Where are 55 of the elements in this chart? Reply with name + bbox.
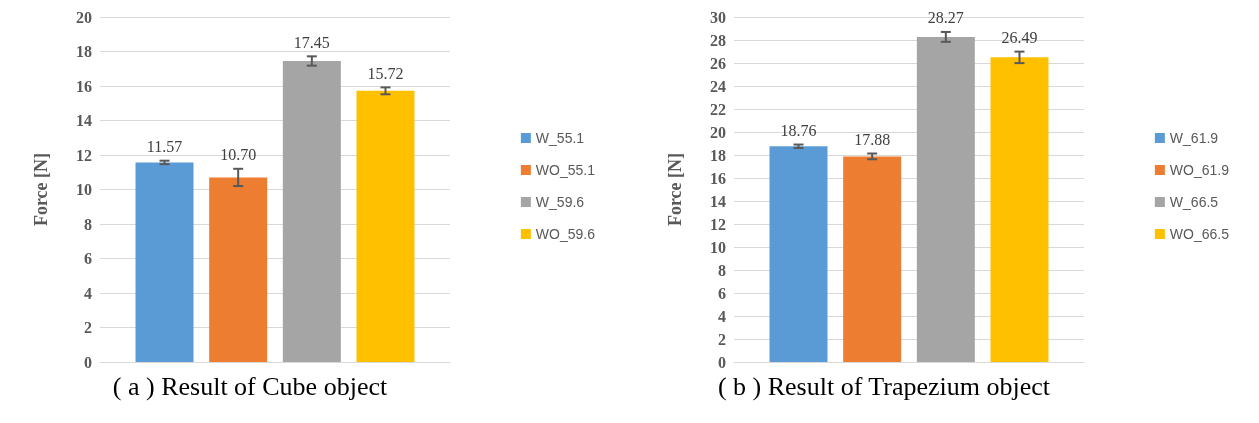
y-axis-title: Force [N]: [665, 152, 685, 227]
legend-label: WO_55.1: [535, 162, 596, 178]
y-tick-label: 6: [718, 284, 726, 302]
y-tick-label: 2: [718, 330, 726, 348]
bar: [282, 60, 341, 362]
legend-label: W_59.6: [535, 194, 585, 210]
text: ( a ) Result of Cube object: [111, 372, 389, 402]
bar: [356, 90, 415, 362]
y-tick-label: 20: [710, 123, 726, 141]
y-tick-label: 28: [710, 31, 726, 49]
data-label: 17.88: [854, 131, 891, 149]
y-tick-label: 4: [718, 307, 726, 325]
legend-label: WO_66.5: [1169, 226, 1230, 242]
data-label: 18.76: [780, 122, 817, 140]
y-tick-label: 18: [76, 43, 92, 60]
y-tick-label: 0: [718, 353, 726, 371]
y-tick-label: 6: [84, 250, 92, 267]
bar: [990, 57, 1049, 362]
data-label: 26.49: [1001, 29, 1038, 47]
y-tick-label: 10: [710, 238, 726, 256]
y-tick-label: 4: [84, 284, 92, 302]
y-tick-label: 24: [710, 77, 726, 95]
y-tick-label: 30: [710, 8, 726, 26]
bar: [135, 162, 194, 362]
y-tick-label: 16: [710, 169, 726, 187]
legend-label: W_61.9: [1169, 130, 1219, 146]
y-tick-label: 18: [710, 146, 726, 164]
legend-label: W_55.1: [535, 130, 585, 146]
y-tick-label: 14: [710, 192, 726, 210]
y-axis-title: Force [N]: [31, 152, 51, 227]
bar: [209, 177, 268, 362]
y-tick-label: 22: [710, 100, 726, 118]
y-tick-label: 20: [76, 8, 92, 26]
y-tick-label: 26: [710, 54, 726, 72]
y-tick-label: 8: [84, 215, 92, 233]
legend-label: W_66.5: [1169, 194, 1219, 210]
legend-label: WO_59.6: [535, 226, 596, 242]
data-label: 10.70: [220, 146, 257, 164]
bar: [769, 146, 828, 362]
legend-label: WO_61.9: [1169, 162, 1230, 178]
y-tick-label: 16: [76, 77, 92, 95]
data-label: 15.72: [367, 64, 404, 82]
y-tick-label: 10: [76, 181, 92, 198]
y-tick-label: 14: [76, 112, 92, 129]
bar: [916, 36, 975, 362]
data-label: 17.45: [293, 33, 330, 51]
bar: [843, 156, 902, 362]
y-tick-label: 0: [84, 353, 92, 371]
y-tick-label: 2: [84, 319, 92, 336]
data-label: 11.57: [146, 138, 183, 156]
y-tick-label: 8: [718, 261, 726, 279]
text: ( b ) Result of Trapezium object: [716, 372, 1052, 402]
y-tick-label: 12: [710, 215, 726, 233]
data-label: 28.27: [927, 9, 964, 27]
y-tick-label: 12: [76, 146, 92, 164]
